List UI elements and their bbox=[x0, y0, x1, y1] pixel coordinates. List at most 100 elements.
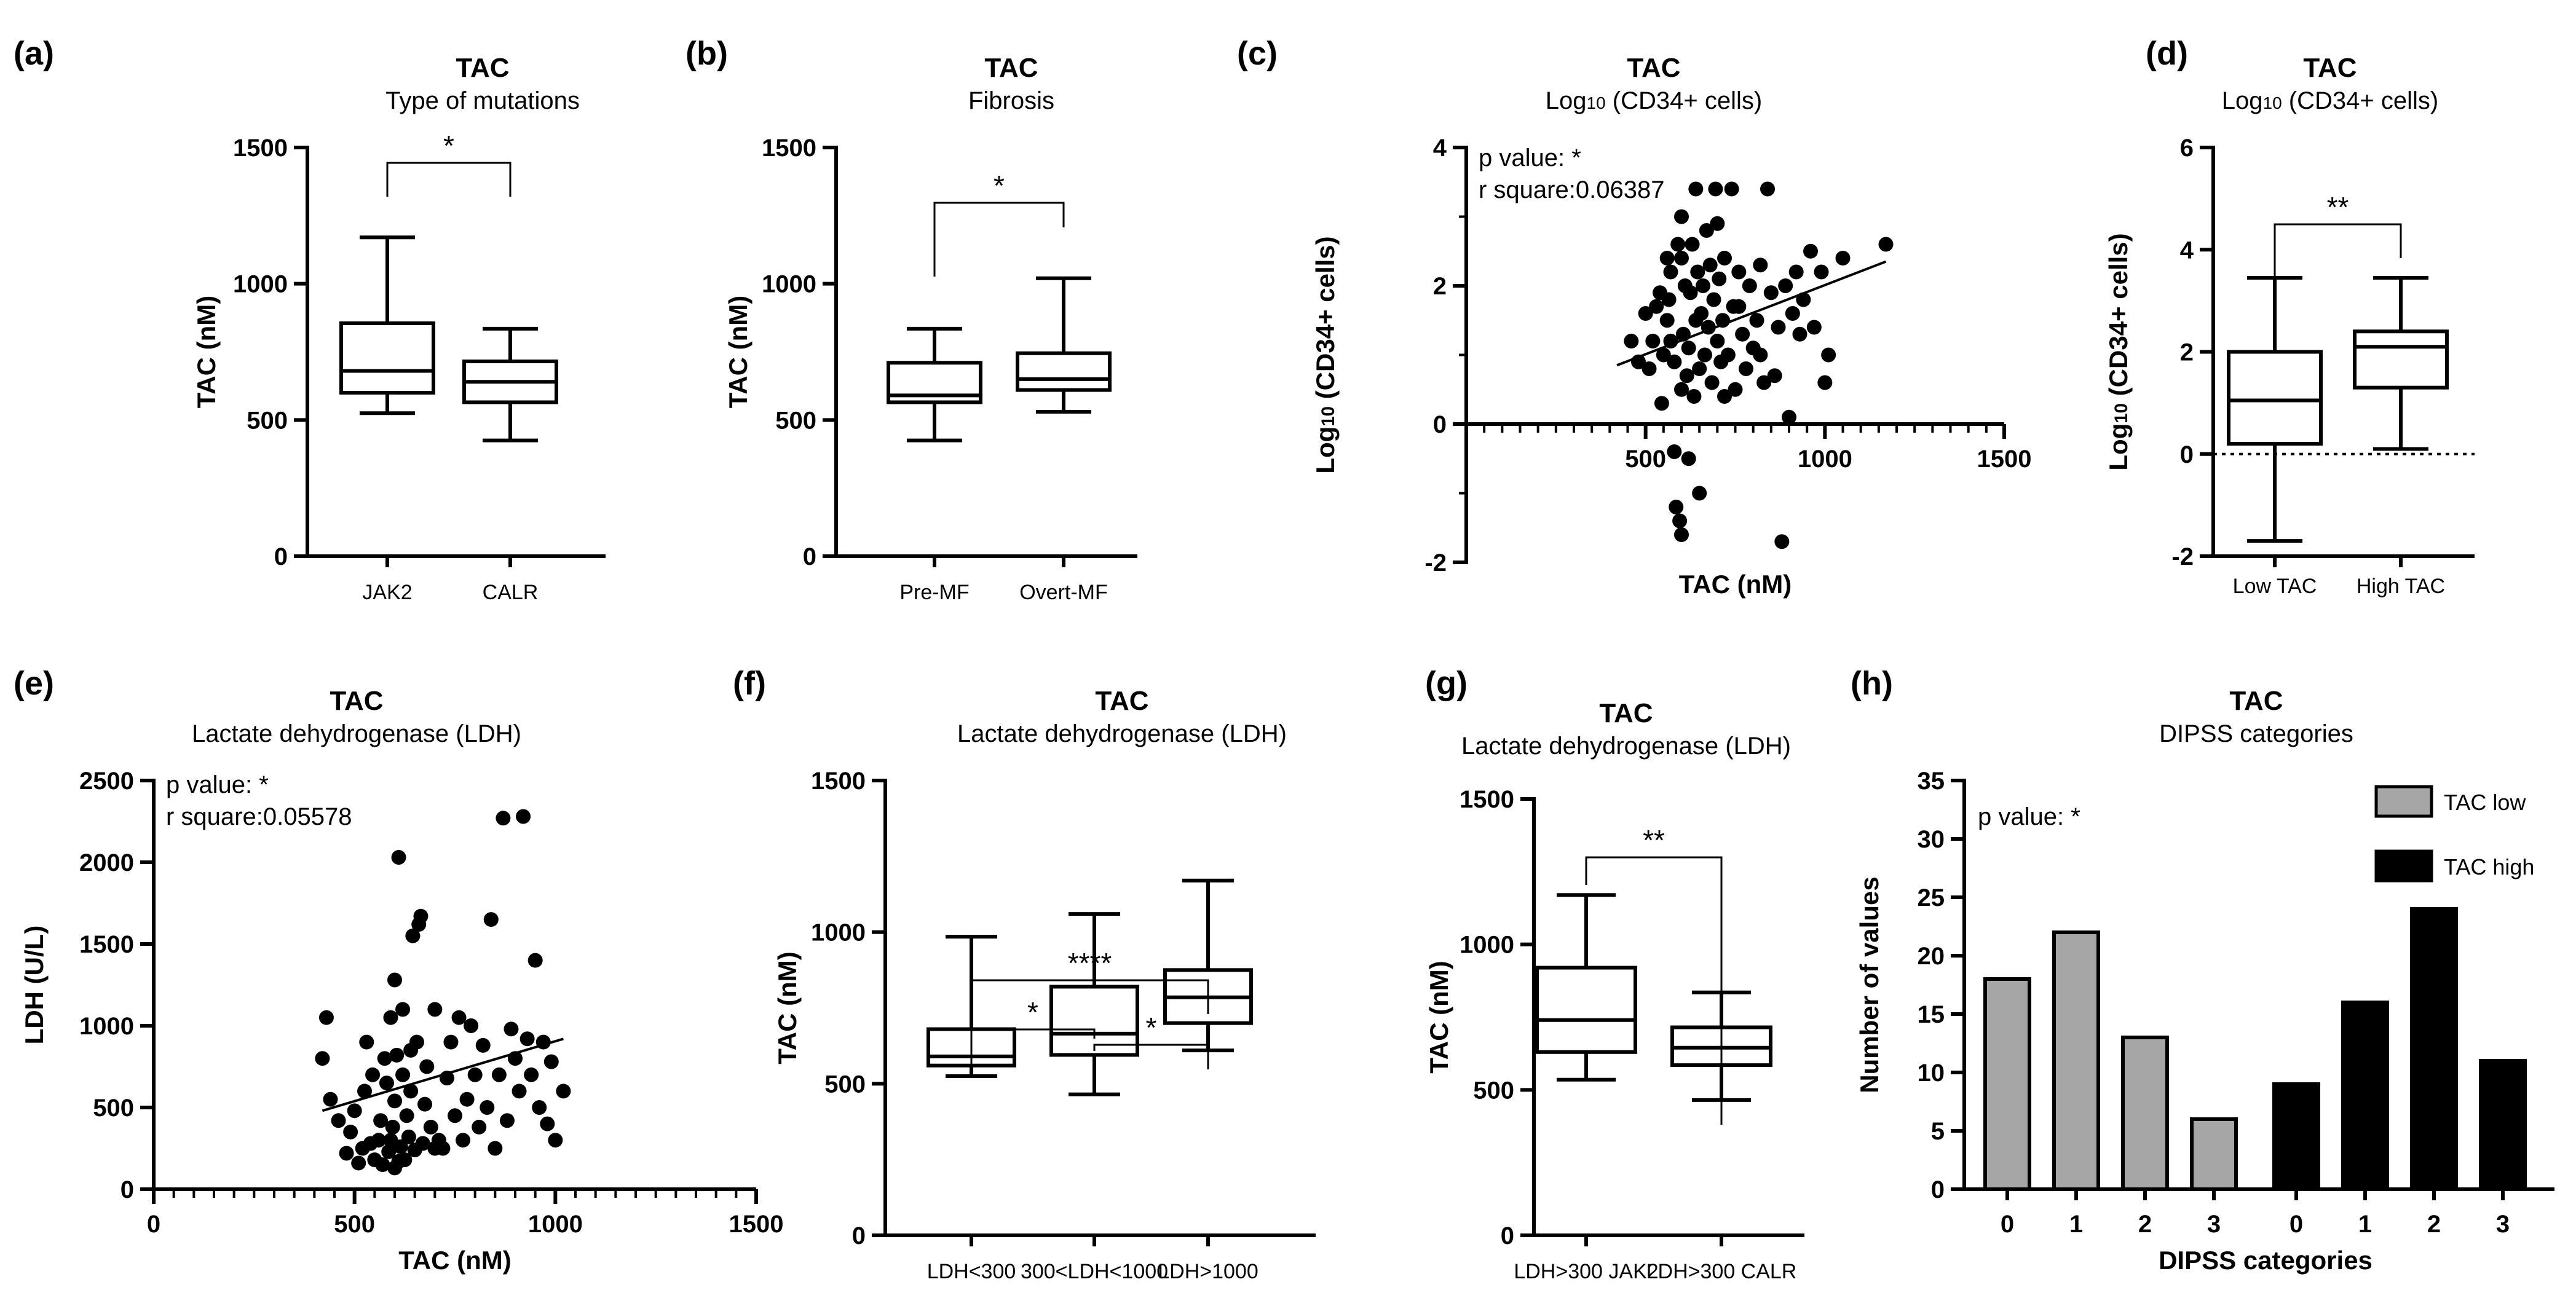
data-point bbox=[1767, 368, 1782, 384]
data-point bbox=[1878, 237, 1894, 252]
data-point bbox=[385, 1119, 400, 1135]
y-axis-title: TAC (nM) bbox=[192, 296, 221, 408]
data-point bbox=[556, 1084, 571, 1099]
y-tick-label: 0 bbox=[852, 1222, 866, 1249]
data-point bbox=[491, 1067, 507, 1082]
data-point bbox=[1642, 361, 1657, 376]
data-point bbox=[1686, 389, 1702, 404]
data-point bbox=[377, 1051, 392, 1066]
data-point bbox=[387, 1093, 402, 1109]
significance-bracket bbox=[933, 202, 1065, 277]
data-point bbox=[365, 1067, 381, 1082]
bar bbox=[2479, 1059, 2527, 1191]
y-tick-label: 0 bbox=[1931, 1176, 1945, 1203]
x-category-label: JAK2 bbox=[362, 581, 412, 604]
data-point bbox=[389, 1047, 405, 1063]
data-point bbox=[475, 1037, 491, 1053]
x-category-label: 1 bbox=[2358, 1211, 2372, 1238]
x-tick-label: 1500 bbox=[729, 1211, 784, 1238]
data-point bbox=[331, 1113, 346, 1128]
x-category-label: 3 bbox=[2496, 1211, 2510, 1238]
data-point bbox=[1706, 292, 1721, 307]
y-tick-label: 20 bbox=[1918, 943, 1945, 970]
chart-subtitle: Lactate dehydrogenase (LDH) bbox=[957, 720, 1287, 747]
data-point bbox=[1690, 264, 1705, 280]
data-point bbox=[1681, 340, 1696, 356]
y-tick-label: 1500 bbox=[233, 135, 288, 162]
y-tick-label: 0 bbox=[803, 543, 816, 570]
data-point bbox=[1835, 251, 1851, 266]
panel-label: (b) bbox=[685, 35, 728, 72]
x-category-label: 0 bbox=[2001, 1211, 2014, 1238]
data-point bbox=[480, 1100, 495, 1115]
stat-annotation: r square:0.06387 bbox=[1479, 176, 1664, 203]
data-point bbox=[399, 1108, 414, 1123]
y-tick-label: 2500 bbox=[79, 768, 134, 795]
data-point bbox=[1669, 500, 1684, 514]
data-point bbox=[1667, 354, 1682, 369]
data-point bbox=[1649, 299, 1664, 314]
significance-label: * bbox=[994, 170, 1005, 202]
data-point bbox=[1760, 181, 1775, 197]
data-point bbox=[1792, 326, 1808, 342]
x-category-label: 2 bbox=[2138, 1211, 2152, 1238]
data-point bbox=[1788, 264, 1804, 280]
y-tick-label: 10 bbox=[1918, 1060, 1945, 1087]
data-point bbox=[1710, 216, 1725, 231]
panel-label: (e) bbox=[14, 665, 54, 702]
stat-annotation: p value: * bbox=[1978, 803, 2080, 830]
data-point bbox=[323, 1092, 338, 1107]
significance-label: * bbox=[1027, 996, 1038, 1028]
bar bbox=[1983, 977, 2031, 1191]
data-point bbox=[1728, 382, 1743, 397]
significance-label: **** bbox=[1068, 947, 1112, 979]
chart-title: TAC bbox=[1599, 698, 1653, 728]
data-point bbox=[343, 1124, 358, 1139]
legend-swatch bbox=[2374, 849, 2433, 883]
data-point bbox=[427, 1141, 443, 1156]
data-point bbox=[1661, 292, 1677, 307]
data-point bbox=[415, 1136, 430, 1151]
panel-c: (c) TAC Log10 (CD34+ cells) -2 0 2 4 Log10 (CD3… bbox=[1237, 35, 2031, 599]
panel-label: (h) bbox=[1851, 665, 1893, 702]
data-point bbox=[516, 809, 531, 824]
data-point bbox=[1663, 264, 1678, 280]
data-point bbox=[1817, 375, 1833, 390]
data-point bbox=[403, 1042, 419, 1058]
y-axis-title: TAC (nM) bbox=[724, 296, 753, 408]
bar bbox=[2190, 1117, 2238, 1191]
data-point bbox=[381, 1144, 397, 1159]
chart-title: TAC bbox=[330, 686, 383, 716]
data-point bbox=[1720, 347, 1736, 363]
y-tick-label: 500 bbox=[93, 1095, 134, 1122]
x-axis-title: TAC (nM) bbox=[398, 1246, 511, 1275]
y-tick-label: 0 bbox=[2180, 441, 2194, 468]
data-point bbox=[1674, 527, 1689, 542]
data-point bbox=[1749, 313, 1764, 328]
significance-bracket bbox=[386, 162, 512, 197]
significance-bracket bbox=[1093, 1044, 1209, 1069]
data-point bbox=[1731, 264, 1747, 280]
y-tick-label: 500 bbox=[824, 1071, 866, 1098]
data-point bbox=[1771, 320, 1786, 335]
data-point bbox=[1624, 334, 1639, 348]
y-tick-label: 6 bbox=[2180, 135, 2194, 162]
data-point bbox=[1774, 534, 1790, 549]
y-tick-label: 1000 bbox=[762, 271, 816, 298]
panel-f: (f) TAC Lactate dehydrogenase (LDH) 0 500 100… bbox=[733, 665, 1316, 1283]
y-tick-label: 4 bbox=[2180, 237, 2194, 264]
data-point bbox=[371, 1133, 386, 1148]
data-point bbox=[451, 1010, 467, 1025]
data-point bbox=[391, 850, 406, 865]
data-point bbox=[1697, 347, 1712, 363]
data-point bbox=[383, 1010, 398, 1025]
stat-annotation: r square:0.05578 bbox=[166, 803, 352, 830]
chart-title: TAC bbox=[456, 53, 509, 83]
y-tick-label: 1500 bbox=[79, 931, 134, 958]
data-point bbox=[464, 1018, 479, 1033]
data-point bbox=[456, 1133, 471, 1148]
data-point bbox=[548, 1133, 563, 1148]
x-category-label: Overt-MF bbox=[1019, 581, 1108, 604]
y-tick-label: 4 bbox=[1433, 135, 1447, 162]
